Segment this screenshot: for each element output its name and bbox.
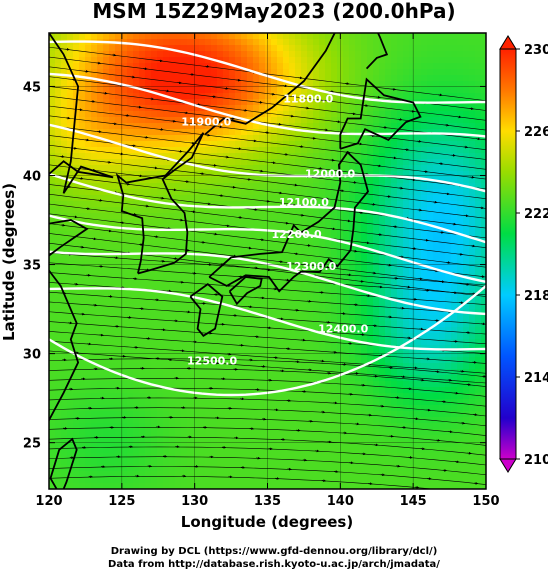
y-tick-label: 35 xyxy=(23,259,41,274)
contour-label: 12300.0 xyxy=(286,260,336,273)
colorbar-tick-label: 210 xyxy=(524,453,548,468)
x-tick-label: 145 xyxy=(400,494,427,509)
chart-title: MSM 15Z29May2023 (200.0hPa) xyxy=(92,0,456,23)
colorbar: 230 226 222 218 214 210 xyxy=(499,35,548,473)
x-tick-label: 130 xyxy=(181,494,208,509)
colorbar-max-arrow xyxy=(499,35,517,50)
contour-label: 12100.0 xyxy=(279,196,329,209)
colorbar-tick-label: 230 xyxy=(524,43,548,58)
contour-label: 11800.0 xyxy=(283,93,333,106)
x-tick-label: 120 xyxy=(35,494,62,509)
y-tick-label: 45 xyxy=(23,80,41,95)
x-tick-label: 135 xyxy=(254,494,281,509)
contour-label: 11900.0 xyxy=(181,116,231,129)
x-tick-label: 140 xyxy=(327,494,354,509)
credit-line-drawing: Drawing by DCL (https://www.gfd-dennou.o… xyxy=(110,546,438,557)
x-axis: 120 125 130 135 140 145 150 xyxy=(35,33,500,509)
y-axis-label: Latitude (degrees) xyxy=(0,183,18,341)
colorbar-min-arrow xyxy=(499,458,517,473)
contour-label: 12200.0 xyxy=(272,228,322,241)
x-axis-label: Longitude (degrees) xyxy=(181,513,353,531)
contour-label: 12400.0 xyxy=(318,322,368,335)
contour-label: 12000.0 xyxy=(305,167,355,180)
y-axis: 25 30 35 40 45 xyxy=(23,80,486,452)
contour-label: 12500.0 xyxy=(187,354,237,367)
x-tick-label: 150 xyxy=(472,494,499,509)
y-tick-label: 40 xyxy=(23,170,41,185)
credit-line-data: Data from http://database.rish.kyoto-u.a… xyxy=(108,559,440,570)
colorbar-tick-label: 218 xyxy=(524,289,548,304)
y-tick-label: 25 xyxy=(23,437,41,452)
contour-labels: 11800.0 11900.0 12000.0 12100.0 12200.0 12300… xyxy=(181,93,368,368)
x-tick-label: 125 xyxy=(108,494,135,509)
temperature-field xyxy=(49,33,486,489)
colorbar-tick-label: 222 xyxy=(524,207,548,222)
coastlines xyxy=(49,33,422,489)
colorbar-tick-label: 226 xyxy=(524,125,548,140)
colorbar-tick-label: 214 xyxy=(524,371,548,386)
y-tick-label: 30 xyxy=(23,348,41,363)
